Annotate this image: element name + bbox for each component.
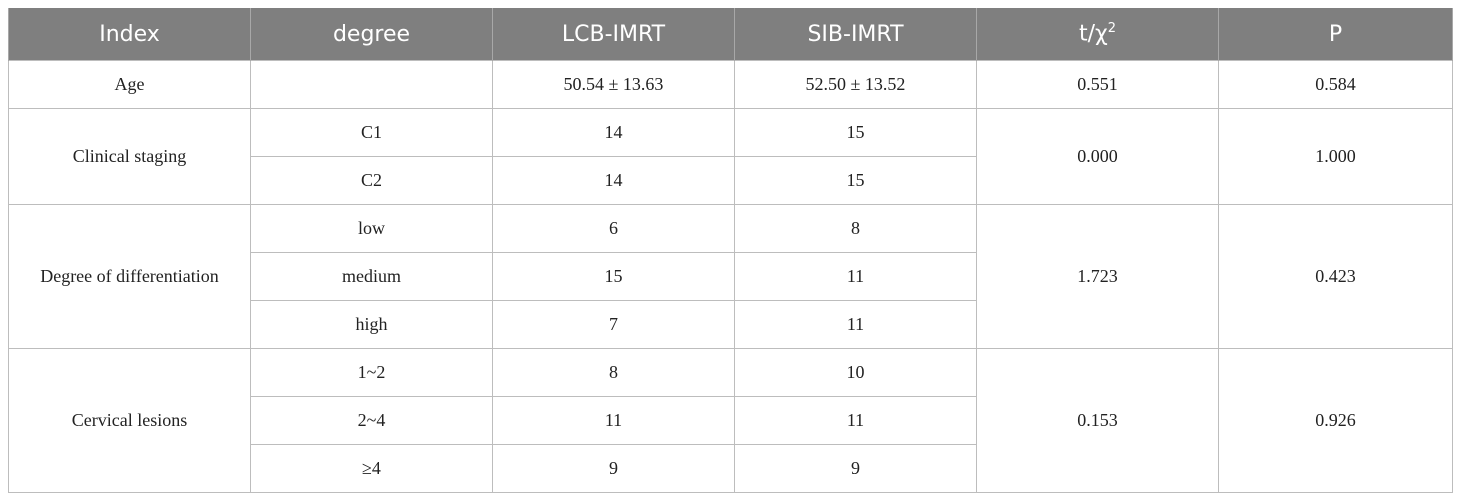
header-sib-imrt: SIB-IMRT (734, 8, 977, 61)
degree-cell: high (250, 300, 493, 349)
sib-imrt-cell: 15 (734, 108, 977, 157)
lcb-imrt-cell: 11 (492, 396, 735, 445)
lcb-imrt-cell: 6 (492, 204, 735, 253)
lcb-imrt-cell: 15 (492, 252, 735, 301)
index-cell: Clinical staging (8, 108, 251, 205)
sib-imrt-cell: 8 (734, 204, 977, 253)
sib-imrt-cell: 11 (734, 396, 977, 445)
header-lcb-imrt: LCB-IMRT (492, 8, 735, 61)
lcb-imrt-cell: 7 (492, 300, 735, 349)
sib-imrt-cell: 11 (734, 300, 977, 349)
degree-cell: ≥4 (250, 444, 493, 493)
header-row: Index degree LCB-IMRT SIB-IMRT t/χ2 P (8, 8, 1453, 61)
comparison-table: Index degree LCB-IMRT SIB-IMRT t/χ2 P Ag… (8, 8, 1453, 493)
header-t-chi2-label: t/χ (1078, 21, 1108, 47)
table-row: Clinical staging C1 14 15 0.000 1.000 (8, 108, 1453, 205)
t-chi2-cell: 0.551 (976, 60, 1219, 109)
header-p: P (1218, 8, 1453, 61)
header-degree: degree (250, 8, 493, 61)
degree-cell (250, 60, 493, 109)
table-row: ≥4 9 9 (9, 444, 1453, 493)
table-container: Index degree LCB-IMRT SIB-IMRT t/χ2 P Ag… (8, 8, 1453, 493)
sib-imrt-cell: 9 (734, 444, 977, 493)
sib-imrt-cell: 11 (734, 252, 977, 301)
degree-cell: C1 (250, 108, 493, 157)
degree-cell: 1~2 (250, 348, 493, 397)
lcb-imrt-cell: 14 (492, 108, 735, 157)
t-chi2-cell: 0.000 (976, 108, 1219, 205)
table-row: Cervical lesions 1~2 8 10 0.153 0.926 (8, 348, 1453, 493)
degree-cell: low (250, 204, 493, 253)
index-cell: Cervical lesions (8, 348, 251, 493)
lcb-imrt-cell: 14 (492, 156, 735, 205)
lcb-imrt-cell: 8 (492, 348, 735, 397)
index-cell: Degree of differentiation (8, 204, 251, 349)
degree-cell: medium (250, 252, 493, 301)
table-header: Index degree LCB-IMRT SIB-IMRT t/χ2 P (8, 8, 1453, 61)
header-t-chi2: t/χ2 (976, 8, 1219, 61)
index-cell: Age (8, 60, 251, 109)
table-row: medium 15 11 (9, 252, 1453, 301)
header-index: Index (8, 8, 251, 61)
sib-imrt-cell: 10 (734, 348, 977, 397)
sib-imrt-cell: 15 (734, 156, 977, 205)
p-value-cell: 0.926 (1218, 348, 1453, 493)
degree-cell: 2~4 (250, 396, 493, 445)
table-body: Age 50.54 ± 13.63 52.50 ± 13.52 0.551 0.584 C… (8, 60, 1453, 493)
p-value-cell: 1.000 (1218, 108, 1453, 205)
lcb-imrt-cell: 9 (492, 444, 735, 493)
chi-superscript: 2 (1107, 21, 1117, 37)
table-row: C2 14 15 (9, 156, 1453, 205)
p-value-cell: 0.584 (1218, 60, 1453, 109)
t-chi2-cell: 1.723 (976, 204, 1219, 349)
lcb-imrt-cell: 50.54 ± 13.63 (492, 60, 735, 109)
degree-cell: C2 (250, 156, 493, 205)
table-row: Age 50.54 ± 13.63 52.50 ± 13.52 0.551 0.584 (8, 60, 1453, 109)
t-chi2-cell: 0.153 (976, 348, 1219, 493)
p-value-cell: 0.423 (1218, 204, 1453, 349)
table-row: 2~4 11 11 (9, 396, 1453, 445)
table-row: Degree of differentiation low 6 8 1.723 0.423 (8, 204, 1453, 349)
sib-imrt-cell: 52.50 ± 13.52 (734, 60, 977, 109)
table-row: high 7 11 (9, 300, 1453, 349)
